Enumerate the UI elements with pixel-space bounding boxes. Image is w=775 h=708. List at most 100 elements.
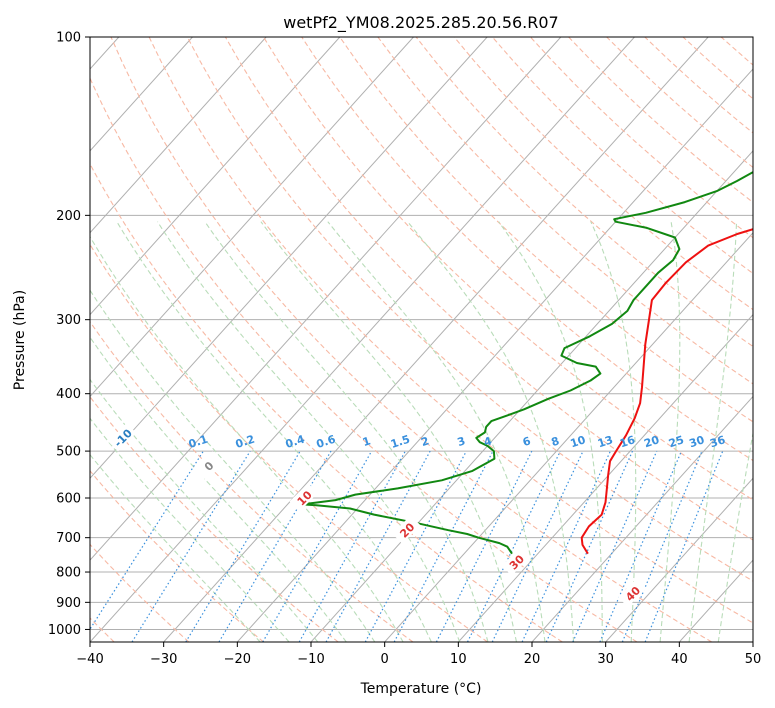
isotherm-line bbox=[236, 68, 753, 642]
dry-adiabat bbox=[453, 37, 753, 311]
dry-adiabat bbox=[90, 243, 488, 642]
mixing-ratio-line bbox=[185, 450, 301, 642]
sounding-series bbox=[301, 170, 753, 555]
y-tick-label: 100 bbox=[56, 31, 81, 46]
mixing-ratio-label: 0.2 bbox=[234, 433, 257, 451]
dry-adiabat-label-bg bbox=[392, 515, 421, 544]
isotherm-line bbox=[90, 37, 635, 642]
moist-adiabat bbox=[260, 221, 518, 642]
x-tick-label: 10 bbox=[450, 652, 467, 667]
dry-adiabat bbox=[90, 162, 563, 642]
mixing-ratio-line bbox=[621, 450, 703, 642]
mixing-ratio-label: 13 bbox=[596, 433, 615, 450]
y-tick-label: 900 bbox=[56, 596, 81, 611]
mixing-ratio-label: 16 bbox=[618, 433, 637, 450]
moist-adiabat bbox=[717, 430, 753, 642]
isotherm-line bbox=[457, 313, 753, 642]
moist-adiabat bbox=[659, 221, 681, 642]
moist-adiabat bbox=[327, 221, 546, 642]
dewpoint-profile-line bbox=[301, 170, 753, 555]
mixing-ratio-line bbox=[521, 450, 611, 642]
y-tick-label: 800 bbox=[56, 566, 81, 581]
x-tick-label: −30 bbox=[150, 652, 177, 667]
mixing-ratio-line bbox=[599, 450, 682, 642]
mixing-ratio-label: 3 bbox=[456, 434, 467, 449]
dry-adiabat bbox=[263, 37, 753, 501]
mixing-ratio-line bbox=[545, 450, 634, 642]
x-tick-label: 20 bbox=[524, 652, 541, 667]
dry-adiabat bbox=[90, 320, 414, 642]
mixing-ratio-label: 0.4 bbox=[284, 432, 307, 450]
moist-adiabat bbox=[590, 221, 637, 642]
x-tick-label: −20 bbox=[224, 652, 251, 667]
x-tick-label: 40 bbox=[671, 652, 688, 667]
temperature-profile-line bbox=[580, 228, 753, 555]
plot-area: 0.10.20.40.611.52346810131620253036-100-… bbox=[90, 37, 753, 642]
isotherm-lines bbox=[90, 37, 753, 642]
isotherm-line bbox=[90, 37, 562, 561]
dry-adiabat bbox=[377, 37, 753, 385]
isotherm-line bbox=[531, 395, 753, 642]
x-axis-title: Temperature (°C) bbox=[360, 681, 482, 697]
guide-line-labels: 0.10.20.40.611.52346810131620253036-100-… bbox=[108, 423, 727, 608]
moist-adiabat bbox=[116, 221, 432, 642]
isotherm-line bbox=[90, 37, 193, 152]
isotherm-line bbox=[90, 37, 267, 234]
mixing-ratio-label: 0.6 bbox=[315, 432, 338, 450]
mixing-ratio-label: 1.5 bbox=[389, 433, 412, 451]
mixing-ratio-line bbox=[325, 450, 431, 642]
mixing-ratio-line bbox=[218, 450, 332, 642]
x-tick-label: −40 bbox=[76, 652, 103, 667]
mixing-ratio-line bbox=[466, 450, 561, 642]
mixing-ratio-label: 25 bbox=[667, 433, 686, 450]
plot-frame bbox=[89, 36, 754, 643]
moist-adiabat bbox=[90, 453, 261, 642]
isotherm-line bbox=[384, 231, 753, 642]
y-tick-label: 500 bbox=[56, 445, 81, 460]
mixing-ratio-label: 10 bbox=[569, 433, 588, 450]
mixing-ratio-line bbox=[90, 450, 204, 631]
dry-adiabat bbox=[110, 37, 712, 642]
mixing-ratio-line bbox=[298, 450, 406, 642]
mixing-ratio-lines bbox=[90, 450, 724, 642]
x-tick-label: 30 bbox=[597, 652, 614, 667]
dry-adiabat bbox=[224, 37, 753, 541]
moist-adiabat bbox=[90, 289, 376, 642]
y-tick-label: 300 bbox=[56, 313, 81, 328]
mixing-ratio-label: 30 bbox=[688, 433, 707, 450]
moist-adiabat bbox=[204, 221, 489, 642]
mixing-ratio-label: 0.1 bbox=[187, 433, 210, 451]
dry-adiabat-label-bg bbox=[194, 451, 223, 480]
moist-adiabat bbox=[688, 221, 738, 642]
moist-adiabat bbox=[90, 336, 347, 642]
mixing-ratio-label: 1 bbox=[361, 434, 372, 449]
x-tick-label: 0 bbox=[381, 652, 389, 667]
y-axis-title: Pressure (hPa) bbox=[12, 290, 28, 390]
moist-adiabat-lines bbox=[90, 221, 753, 642]
y-tick-label: 700 bbox=[56, 531, 81, 546]
dry-adiabat bbox=[148, 37, 753, 624]
x-tick-label: 50 bbox=[745, 652, 762, 667]
mixing-ratio-label: 8 bbox=[550, 434, 561, 449]
isotherm-line bbox=[605, 477, 753, 642]
dry-adiabat-label-bg bbox=[501, 547, 531, 576]
y-tick-label: 1000 bbox=[48, 623, 81, 638]
mixing-ratio-line bbox=[572, 450, 658, 642]
y-tick-label: 200 bbox=[56, 209, 81, 224]
y-axis: 100 200 300 400 500 600 700 800 900 1000 bbox=[48, 31, 90, 638]
mixing-ratio-label: 36 bbox=[708, 433, 727, 450]
x-tick-label: −10 bbox=[297, 652, 324, 667]
dry-adiabat bbox=[90, 470, 264, 642]
mixing-ratio-line bbox=[262, 450, 373, 642]
mixing-ratio-label: 2 bbox=[419, 434, 430, 449]
chart-title: wetPf2_YM08.2025.285.20.56.R07 bbox=[283, 13, 558, 33]
isotherm-line bbox=[90, 37, 414, 398]
dry-adiabat-label-bg bbox=[289, 483, 318, 512]
moist-adiabat bbox=[157, 221, 461, 642]
isotherm-line bbox=[163, 37, 709, 642]
isotherm-line bbox=[90, 37, 488, 480]
mixing-ratio-line bbox=[491, 450, 584, 642]
y-tick-label: 600 bbox=[56, 492, 81, 507]
